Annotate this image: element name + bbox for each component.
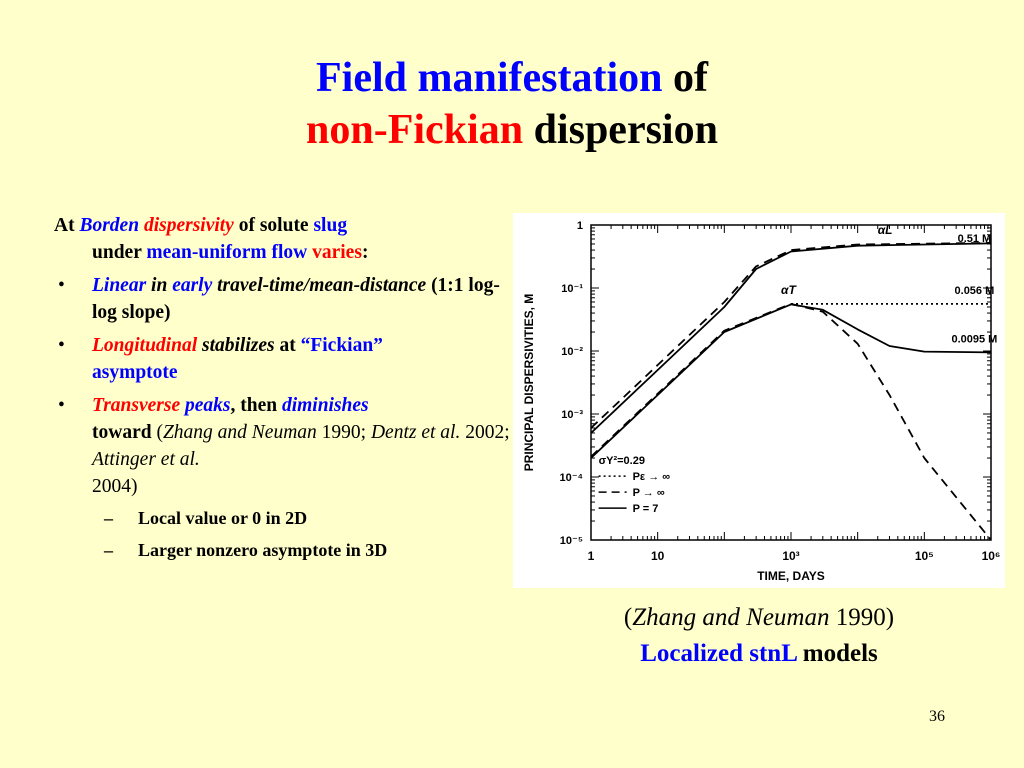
curve-annotation: 0.0095 M — [951, 333, 997, 345]
legend-label: P = 7 — [633, 503, 659, 515]
x-axis-label: TIME, DAYS — [757, 569, 825, 583]
curve-annotation: 0.056 M — [955, 285, 995, 297]
bullet-item-linear: • Linear in early travel-time/mean-distan… — [54, 272, 514, 326]
intro-borden: Borden — [79, 215, 140, 236]
intro-colon: : — [361, 242, 369, 263]
item3-diminishes: diminishes — [281, 395, 369, 416]
item2-asymptote: asymptote — [92, 362, 178, 383]
sub-item-3d: – Larger nonzero asymptote in 3D — [54, 537, 514, 564]
title-highlight-non-fickian: non-Fickian — [306, 107, 524, 153]
curve-label-alpha-l: αL — [878, 223, 893, 237]
series-line-3 — [590, 303, 992, 459]
intro-under: under — [92, 242, 147, 263]
caption-line-1: (Zhang and Neuman 1990) — [513, 600, 1005, 636]
item3-transverse: Transverse — [92, 395, 181, 416]
bullet-list: At Borden dispersivity of solute slug und… — [54, 212, 514, 564]
title-line-2: non-Fickian dispersion — [0, 104, 1024, 156]
item1-linear: Linear — [92, 275, 147, 296]
y-axis-label: PRINCIPAL DISPERSIVITIES, M — [522, 294, 536, 472]
intro-at: At — [54, 215, 80, 236]
caption-line-2: Localized stnL models — [513, 636, 1005, 672]
intro-dispersivity: dispersivity — [143, 215, 234, 236]
title-text-dispersion: dispersion — [523, 107, 718, 153]
item3-ref-2004: 2004) — [92, 476, 138, 497]
caption-localized-stnl: Localized stnL — [640, 640, 797, 667]
series-line-2 — [590, 242, 992, 429]
x-tick-label: 10 — [651, 549, 665, 563]
item1-in: in — [146, 275, 173, 296]
bullet-mark: • — [58, 275, 65, 296]
title-line-1: Field manifestation of — [0, 52, 1024, 104]
item3-ref-1990: 1990; — [316, 422, 371, 443]
item2-at: at — [274, 335, 301, 356]
y-tick-label: 10⁻⁴ — [560, 472, 583, 484]
y-tick-label: 10⁻³ — [561, 409, 583, 421]
dispersivity-chart: 1 10 10³ 10⁵ 10⁶ 1 10⁻¹ 10⁻² 10⁻³ 10⁻⁴ 10⁻⁵ TIME, D… — [522, 220, 1001, 583]
x-tick-label: 10³ — [782, 549, 799, 563]
title-text-of: of — [662, 55, 708, 101]
legend-label: P → ∞ — [633, 487, 665, 499]
title-highlight-field-manifestation: Field manifestation — [316, 55, 663, 101]
item3-ref-attinger: Attinger et al. — [92, 449, 200, 470]
intro-slug: slug — [313, 215, 348, 236]
bullet-items: • Linear in early travel-time/mean-distan… — [54, 272, 514, 564]
y-tick-label: 10⁻⁵ — [560, 535, 583, 547]
dash-mark: – — [104, 508, 113, 528]
item2-fickian: “Fickian” — [300, 335, 383, 356]
sub2-text: Larger nonzero asymptote in 3D — [138, 540, 388, 560]
caption-ref-author: Zhang and Neuman — [632, 604, 830, 631]
y-tick-label: 10⁻¹ — [561, 283, 583, 295]
caption-models: models — [796, 640, 878, 667]
item1-early: early — [172, 275, 213, 296]
curve-label-alpha-t: αT — [781, 283, 797, 297]
item3-ref-zhang: Zhang and Neuman — [162, 422, 317, 443]
intro-mean-uniform-flow: mean-uniform flow — [146, 242, 308, 263]
dispersivity-figure: 1 10 10³ 10⁵ 10⁶ 1 10⁻¹ 10⁻² 10⁻³ 10⁻⁴ 10⁻⁵ TIME, D… — [513, 213, 1005, 588]
x-tick-label: 10⁵ — [915, 549, 934, 563]
legend-label: Pε → ∞ — [633, 471, 671, 483]
item3-toward: toward — [92, 422, 157, 443]
intro-varies: varies — [312, 242, 362, 263]
intro-line: At Borden dispersivity of solute slug und… — [54, 212, 514, 266]
slide-title: Field manifestation of non-Fickian dispe… — [0, 52, 1024, 156]
item2-stabilizes: stabilizes — [197, 335, 275, 356]
curve-annotation: 0.51 M — [958, 233, 992, 245]
item3-ref-2002: 2002; — [460, 422, 510, 443]
sub-item-2d: – Local value or 0 in 2D — [54, 505, 514, 532]
item2-longitudinal: Longitudinal — [92, 335, 198, 356]
caption-ref-year: 1990) — [829, 604, 895, 631]
item3-paren: ( — [156, 422, 163, 443]
figure-caption: (Zhang and Neuman 1990) Localized stnL m… — [513, 600, 1005, 672]
item3-peaks: peaks — [180, 395, 231, 416]
series-line-1 — [590, 242, 992, 434]
x-tick-label: 10⁶ — [982, 549, 1001, 563]
item3-then: , then — [230, 395, 282, 416]
dash-mark: – — [104, 540, 113, 560]
item1-travel-time: travel-time/mean-distance — [212, 275, 427, 296]
series-line-4 — [590, 303, 992, 541]
bullet-mark: • — [58, 395, 65, 416]
bullet-item-transverse: • Transverse peaks, then diminishes towar… — [54, 392, 514, 500]
bullet-mark: • — [58, 335, 65, 356]
intro-of-solute: of solute — [233, 215, 314, 236]
bullet-item-longitudinal: • Longitudinal stabilizes at “Fickian” as… — [54, 332, 514, 386]
caption-paren: ( — [623, 604, 633, 631]
item3-ref-dentz: Dentz et al. — [370, 422, 461, 443]
x-tick-label: 1 — [588, 549, 595, 563]
y-tick-label: 10⁻² — [561, 346, 583, 358]
page-number: 36 — [929, 708, 945, 725]
item1-slope: (1:1 log-log slope) — [92, 275, 500, 323]
y-tick-label: 1 — [577, 220, 583, 232]
sub1-text: Local value or 0 in 2D — [138, 508, 308, 528]
legend-label: σY²=0.29 — [599, 455, 645, 467]
